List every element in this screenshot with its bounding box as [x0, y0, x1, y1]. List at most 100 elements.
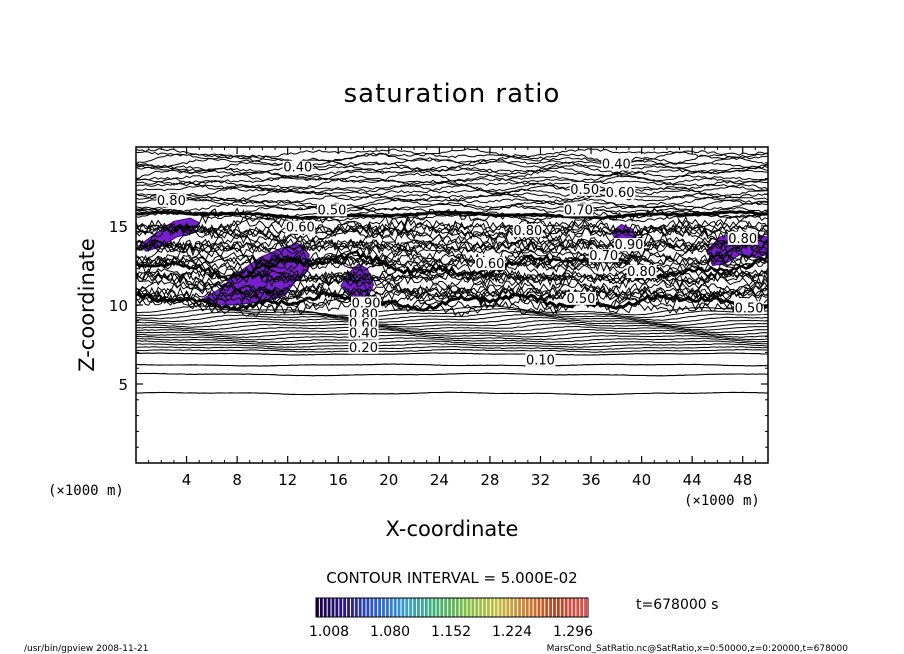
- contour-label: 0.40: [283, 161, 312, 176]
- contour-line: [136, 316, 768, 326]
- contour-lines: [136, 148, 768, 396]
- colorbar-cell: [486, 598, 490, 617]
- contour-line: [136, 272, 768, 301]
- colorbar-cell: [572, 598, 576, 617]
- colorbar-cell: [483, 598, 486, 617]
- contour-label-bg: [512, 223, 543, 237]
- x-unit-right: (×1000 m): [684, 493, 760, 509]
- contour-label-bg: [588, 249, 619, 263]
- contour-line: [136, 250, 768, 282]
- colorbar-cell: [362, 598, 366, 617]
- x-tick-label: 20: [379, 471, 398, 489]
- contour-line: [136, 337, 768, 343]
- contour-label: 0.60: [606, 186, 635, 201]
- contour-line: [136, 287, 768, 318]
- footer-left: /usr/bin/gpview 2008-11-21: [24, 644, 148, 654]
- colorbar-cell: [389, 598, 393, 617]
- contour-line: [136, 334, 768, 341]
- contour-line: [136, 363, 768, 367]
- contour-line: [136, 291, 768, 313]
- contour-line: [136, 188, 768, 203]
- x-tick-label: 36: [581, 471, 600, 489]
- colorbar-cell: [549, 598, 553, 617]
- colorbar-cell: [444, 598, 448, 617]
- contour-label: 0.40: [349, 327, 378, 342]
- colorbar-cell: [564, 598, 568, 617]
- contour-label-bg: [348, 326, 379, 340]
- colorbar-cell: [350, 598, 354, 617]
- contour-line: [136, 252, 768, 282]
- contour-label-bg: [563, 203, 594, 217]
- colorbar-cell: [514, 598, 518, 617]
- y-axis-ticks: 5 10 15: [109, 162, 768, 448]
- colorbar-cell: [405, 598, 409, 617]
- contour-line: [136, 148, 768, 160]
- y-tick-label: 10: [109, 297, 128, 315]
- colorbar-cell: [471, 598, 475, 617]
- colorbar-cell: [358, 598, 362, 617]
- colorbar-cell: [432, 598, 436, 617]
- colorbar-cell: [409, 598, 413, 617]
- contour-line: [136, 157, 768, 174]
- colorbar-cell: [510, 598, 514, 617]
- colorbar: [315, 597, 589, 618]
- colorbar-cell: [490, 598, 494, 617]
- x-tick-label: 16: [329, 471, 348, 489]
- colorbar-cell: [374, 598, 378, 617]
- colorbar-cell: [436, 598, 440, 617]
- x-axis-label: X-coordinate: [386, 517, 519, 541]
- x-axis-ticks: 4 8 12 16 20 24 28 32 36 40 44 48: [148, 147, 756, 489]
- x-unit-left: (×1000 m): [48, 483, 124, 499]
- colorbar-cell: [525, 598, 529, 617]
- y-axis-label: Z-coordinate: [75, 238, 99, 372]
- contour-label-bg: [316, 203, 347, 217]
- colorbar-cell: [327, 598, 331, 617]
- colorbar-cell: [347, 598, 350, 617]
- colorbar-cell: [556, 598, 560, 617]
- contour-line: [136, 391, 768, 396]
- colorbar-cell: [393, 598, 397, 617]
- colorbar-cell: [475, 598, 479, 617]
- colorbar-cell: [452, 598, 455, 617]
- colorbar-tick-label: 1.080: [370, 624, 410, 640]
- contour-labels: 0.40 0.400.50 0.600.800.50 0.700.60 0.800.90…: [156, 157, 765, 368]
- contour-line: [136, 197, 768, 211]
- contour-label: 0.50: [735, 301, 764, 316]
- contour-label-bg: [565, 291, 596, 305]
- contour-label: 0.50: [566, 292, 595, 307]
- colorbar-cell: [323, 598, 327, 617]
- y-tick-label: 15: [109, 218, 128, 236]
- contour-line: [136, 220, 768, 252]
- contour-line: [136, 210, 768, 220]
- x-tick-label: 48: [733, 471, 752, 489]
- contour-line: [136, 201, 768, 214]
- x-tick-label: 40: [632, 471, 651, 489]
- x-tick-label: 4: [182, 471, 192, 489]
- contour-line: [136, 238, 768, 251]
- contour-line: [136, 305, 768, 317]
- colorbar-cell: [413, 598, 417, 617]
- colorbar-cell: [354, 598, 358, 617]
- colorbar-cell: [440, 598, 444, 617]
- contour-line: [136, 148, 768, 166]
- contour-label-bg: [525, 353, 556, 367]
- colorbar-cell: [584, 598, 587, 617]
- colorbar-cell: [366, 598, 370, 617]
- colorbar-cell: [498, 598, 502, 617]
- colorbar-cell: [417, 598, 420, 617]
- colorbar-cell: [479, 598, 483, 617]
- contour-line: [136, 253, 768, 285]
- colorbar-tick-labels: 1.008 1.080 1.152 1.224 1.296: [309, 624, 593, 640]
- contour-label: 0.60: [286, 221, 315, 236]
- contour-label: 0.10: [526, 353, 555, 368]
- time-text: t=678000 s: [636, 597, 718, 613]
- colorbar-cell: [529, 598, 533, 617]
- contour-label: 0.60: [475, 257, 504, 272]
- contour-label: 0.50: [317, 203, 346, 218]
- colorbar-cell: [370, 598, 374, 617]
- colorbar-cell: [521, 598, 525, 617]
- contour-label: 0.50: [570, 183, 599, 198]
- contour-line: [136, 240, 768, 254]
- contour-line: [136, 285, 768, 317]
- contour-line: [136, 322, 768, 331]
